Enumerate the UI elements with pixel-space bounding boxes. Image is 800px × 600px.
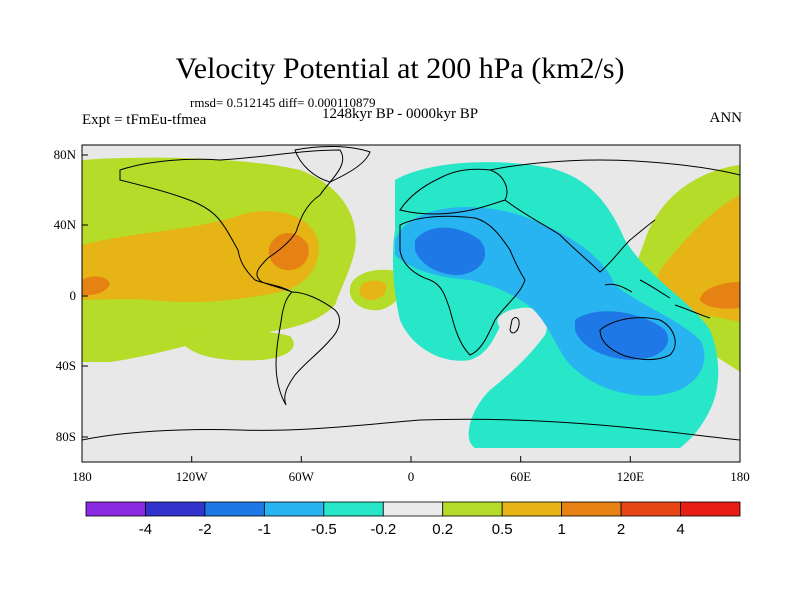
north-america-outline [119,149,343,293]
colorbar-label: -0.5 [311,521,337,538]
plot-title: Velocity Potential at 200 hPa (km2/s) [175,52,625,85]
strong-contour-west-pacific [700,282,740,309]
plot-subtitle: rmsd= 0.512145 diff= 0.000110879 [190,95,376,110]
strong-contour-caribbean [268,232,309,271]
australia-outline [599,317,676,361]
asia-outline [489,159,740,273]
positive-contour-south-pacific [180,329,294,361]
period-label: 1248kyr BP - 0000kyr BP [322,106,479,122]
y-tick-label: 80N [54,147,77,162]
colorbar-swatch [561,501,622,517]
colorbar-label: 1 [557,521,565,538]
x-tick-label: 120E [617,469,645,484]
colorbar-label: 0.5 [492,521,513,538]
season-label: ANN [709,110,743,126]
contour-fills [82,157,740,448]
negative-contour-core-australia [575,311,669,360]
strong-contour-pacific [82,276,110,296]
x-tick-label: 180 [730,469,750,484]
europe-outline [399,168,508,215]
x-tick-label: 0 [408,469,415,484]
colorbar-swatch [442,501,503,517]
colorbar-swatch [501,501,563,517]
coastlines [82,145,740,441]
colorbar-swatch [145,501,206,517]
africa-outline [399,215,526,356]
x-tick-label: 60W [289,469,315,484]
axis-ticks [81,154,741,462]
colorbar-swatch [263,501,325,517]
greenland-outline [294,145,371,183]
x-tick-label: 60E [510,469,531,484]
experiment-label: Expt = tFmEu-tfmea [82,112,207,128]
negative-contour-core-africa [415,227,486,276]
y-tick-label: 80S [56,429,76,444]
x-tick-label: 120W [176,469,209,484]
colorbar-swatch [680,501,741,517]
y-tick-label: 0 [70,288,77,303]
colorbar-swatch [204,501,265,517]
colorbar-label: 2 [617,521,625,538]
antarctica-outline [82,418,740,441]
colorbar-label: -0.2 [370,521,396,538]
y-tick-label: 40N [54,217,77,232]
colorbar-swatch [323,501,384,517]
y-tick-label: 40S [56,358,76,373]
colorbar-label: -2 [198,521,211,538]
south-america-outline [275,291,341,406]
southeast-asia-islands-outline [604,279,711,319]
colorbar-label: -4 [139,521,152,538]
colorbar: -4 -2 -1 -0.5 -0.2 0.2 0.5 1 2 4 [85,501,741,538]
madagascar-outline [509,317,520,334]
colorbar-label: -1 [258,521,271,538]
x-tick-label: 180 [72,469,92,484]
colorbar-label: 0.2 [432,521,453,538]
colorbar-swatch [620,501,681,517]
moderate-contour-atlantic [359,280,387,300]
colorbar-swatch [85,501,146,517]
colorbar-label: 4 [676,521,684,538]
colorbar-swatch [382,501,444,517]
